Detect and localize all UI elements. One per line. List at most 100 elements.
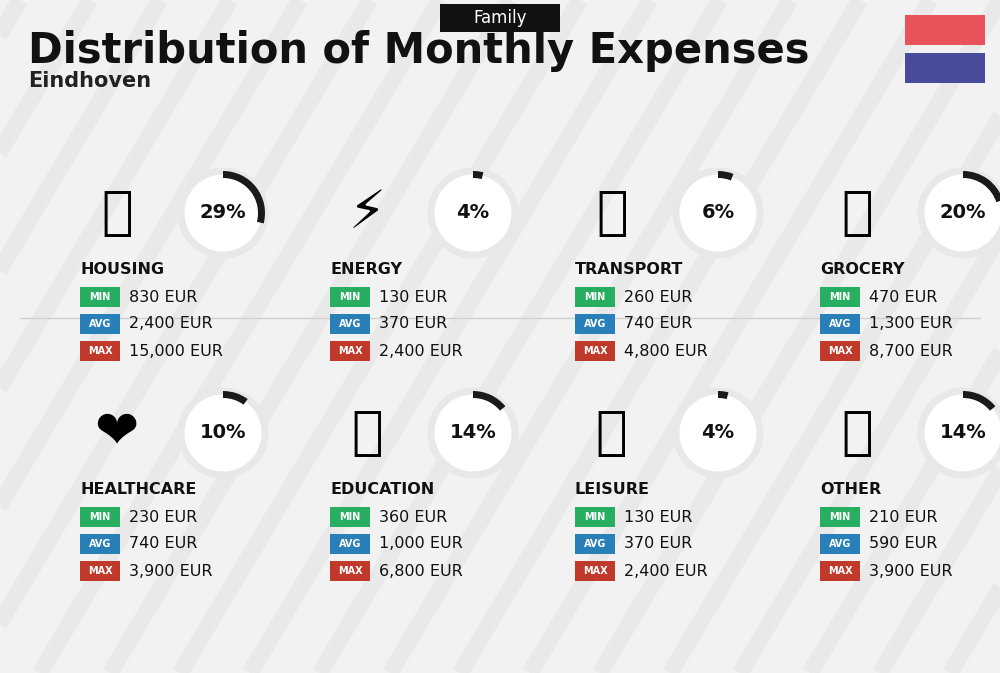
Text: 6,800 EUR: 6,800 EUR [379,563,463,579]
Text: 8,700 EUR: 8,700 EUR [869,343,953,359]
FancyBboxPatch shape [575,534,615,554]
Circle shape [181,171,265,255]
Wedge shape [473,391,505,411]
Text: 230 EUR: 230 EUR [129,509,197,524]
Text: ENERGY: ENERGY [330,262,402,277]
FancyBboxPatch shape [575,561,615,581]
Text: 20%: 20% [940,203,986,223]
Text: 740 EUR: 740 EUR [129,536,197,551]
FancyBboxPatch shape [330,507,370,527]
Text: MIN: MIN [89,292,111,302]
Text: 6%: 6% [701,203,735,223]
Text: 210 EUR: 210 EUR [869,509,938,524]
Text: 2,400 EUR: 2,400 EUR [379,343,463,359]
Text: AVG: AVG [89,539,111,549]
Text: AVG: AVG [829,319,851,329]
Text: 14%: 14% [450,423,496,443]
FancyBboxPatch shape [575,341,615,361]
Wedge shape [718,391,728,399]
Circle shape [921,391,1000,475]
Text: ⚡: ⚡ [349,187,386,239]
FancyBboxPatch shape [820,314,860,334]
Text: 4,800 EUR: 4,800 EUR [624,343,708,359]
Wedge shape [223,171,265,223]
Text: MIN: MIN [829,292,851,302]
Text: 4%: 4% [456,203,490,223]
Text: AVG: AVG [829,539,851,549]
Text: Family: Family [473,9,527,27]
FancyBboxPatch shape [80,534,120,554]
Text: 1,000 EUR: 1,000 EUR [379,536,463,551]
Text: 370 EUR: 370 EUR [379,316,447,332]
Text: 🛒: 🛒 [841,187,873,239]
Circle shape [676,171,760,255]
FancyBboxPatch shape [820,341,860,361]
Text: 740 EUR: 740 EUR [624,316,692,332]
Text: AVG: AVG [89,319,111,329]
Text: MIN: MIN [584,292,606,302]
FancyBboxPatch shape [575,287,615,307]
Circle shape [431,391,515,475]
Text: 4%: 4% [701,423,735,443]
Text: 🏢: 🏢 [101,187,133,239]
Text: 15,000 EUR: 15,000 EUR [129,343,223,359]
Text: AVG: AVG [339,539,361,549]
Text: MAX: MAX [338,346,362,356]
FancyBboxPatch shape [575,314,615,334]
Text: 370 EUR: 370 EUR [624,536,692,551]
Circle shape [431,171,515,255]
FancyBboxPatch shape [820,534,860,554]
Text: 10%: 10% [200,423,246,443]
FancyBboxPatch shape [905,15,985,45]
Text: Eindhoven: Eindhoven [28,71,151,91]
Text: EDUCATION: EDUCATION [330,483,434,497]
Text: 130 EUR: 130 EUR [624,509,692,524]
Text: HEALTHCARE: HEALTHCARE [80,483,196,497]
FancyBboxPatch shape [820,507,860,527]
FancyBboxPatch shape [330,287,370,307]
Text: 🎓: 🎓 [351,407,383,459]
FancyBboxPatch shape [80,561,120,581]
Text: ❤️: ❤️ [95,407,139,459]
Text: 1,300 EUR: 1,300 EUR [869,316,953,332]
Text: MIN: MIN [339,512,361,522]
Text: 🛍️: 🛍️ [596,407,628,459]
FancyBboxPatch shape [80,341,120,361]
FancyBboxPatch shape [80,314,120,334]
Text: AVG: AVG [584,319,606,329]
Text: MIN: MIN [829,512,851,522]
Text: 470 EUR: 470 EUR [869,289,937,304]
FancyBboxPatch shape [330,341,370,361]
FancyBboxPatch shape [820,561,860,581]
Text: MAX: MAX [583,566,607,576]
Wedge shape [963,171,1000,202]
FancyBboxPatch shape [575,507,615,527]
Text: 590 EUR: 590 EUR [869,536,937,551]
Wedge shape [473,171,483,179]
Circle shape [181,391,265,475]
Text: 2,400 EUR: 2,400 EUR [624,563,708,579]
Text: LEISURE: LEISURE [575,483,650,497]
Text: 130 EUR: 130 EUR [379,289,447,304]
Text: 830 EUR: 830 EUR [129,289,197,304]
Text: AVG: AVG [584,539,606,549]
FancyBboxPatch shape [330,314,370,334]
Text: 360 EUR: 360 EUR [379,509,447,524]
Text: 👜: 👜 [841,407,873,459]
Wedge shape [718,171,733,180]
Wedge shape [963,391,995,411]
Text: HOUSING: HOUSING [80,262,164,277]
Text: MAX: MAX [88,566,112,576]
Text: 🚌: 🚌 [596,187,628,239]
Circle shape [676,391,760,475]
Wedge shape [223,391,248,404]
Text: 3,900 EUR: 3,900 EUR [869,563,952,579]
Text: 260 EUR: 260 EUR [624,289,692,304]
Text: MIN: MIN [584,512,606,522]
FancyBboxPatch shape [330,534,370,554]
Text: 3,900 EUR: 3,900 EUR [129,563,212,579]
Text: GROCERY: GROCERY [820,262,904,277]
FancyBboxPatch shape [905,53,985,83]
Text: 2,400 EUR: 2,400 EUR [129,316,213,332]
Text: MAX: MAX [828,566,852,576]
